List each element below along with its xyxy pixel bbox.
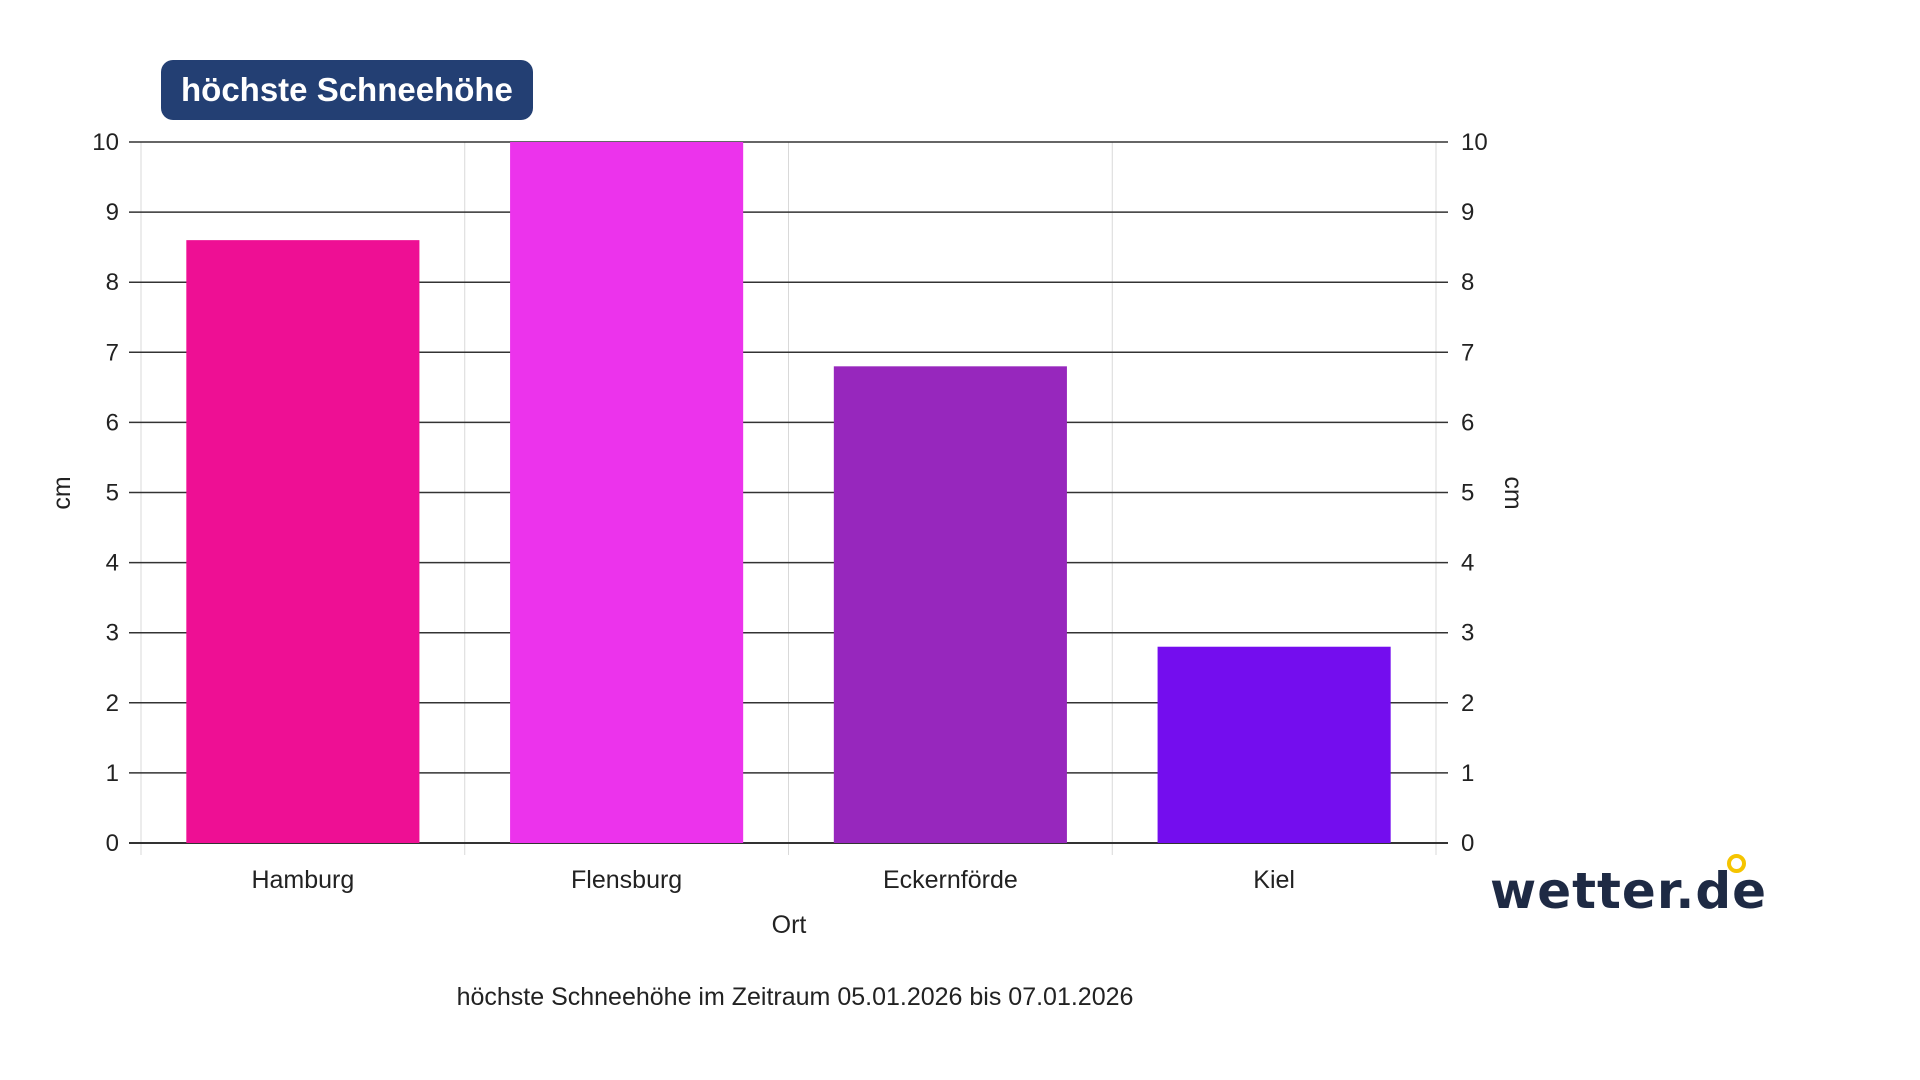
y-tick-label-left: 9 [106, 199, 119, 226]
wetter-logo: wetter.de [1490, 862, 1768, 920]
y-tick-label-left: 7 [106, 339, 119, 366]
y-tick-label-left: 10 [92, 129, 119, 156]
y-axis-title-left: cm [48, 476, 76, 509]
y-tick-label-left: 3 [106, 620, 119, 647]
y-tick-label-right: 3 [1461, 620, 1474, 647]
x-tick-label: Hamburg [251, 866, 354, 894]
y-axis-title-right: cm [1499, 476, 1527, 509]
x-tick-label: Kiel [1253, 866, 1295, 894]
bar-kiel [1157, 646, 1391, 843]
y-tick-label-left: 4 [106, 550, 119, 577]
y-tick-label-left: 6 [106, 409, 119, 436]
bar-hamburg [186, 240, 420, 843]
y-tick-label-left: 2 [106, 690, 119, 717]
x-tick-label: Flensburg [571, 866, 682, 894]
bar-eckernförde [833, 366, 1067, 843]
bars [186, 142, 1391, 843]
y-tick-label-left: 1 [106, 760, 119, 787]
y-tick-label-right: 4 [1461, 550, 1474, 577]
y-tick-label-right: 0 [1461, 830, 1474, 857]
y-tick-label-left: 5 [106, 480, 119, 507]
logo-accent-dot [1727, 854, 1746, 873]
y-tick-label-right: 9 [1461, 199, 1474, 226]
axes: 0 0 1 1 2 2 3 3 4 4 5 5 6 6 7 7 8 8 9 9 10 10 Hamburg Flensburg… [92, 129, 1487, 894]
y-tick-label-right: 8 [1461, 269, 1474, 296]
y-tick-label-left: 0 [106, 830, 119, 857]
chart-title-badge: höchste Schneehöhe [161, 60, 533, 120]
y-tick-label-right: 7 [1461, 339, 1474, 366]
y-tick-label-left: 8 [106, 269, 119, 296]
y-tick-label-right: 2 [1461, 690, 1474, 717]
x-tick-label: Eckernförde [883, 866, 1018, 894]
y-tick-label-right: 6 [1461, 409, 1474, 436]
y-tick-label-right: 5 [1461, 480, 1474, 507]
bar-flensburg [510, 142, 744, 843]
x-axis-title: Ort [772, 911, 807, 939]
chart-caption: höchste Schneehöhe im Zeitraum 05.01.202… [456, 983, 1134, 1011]
y-tick-label-right: 10 [1461, 129, 1488, 156]
y-tick-label-right: 1 [1461, 760, 1474, 787]
